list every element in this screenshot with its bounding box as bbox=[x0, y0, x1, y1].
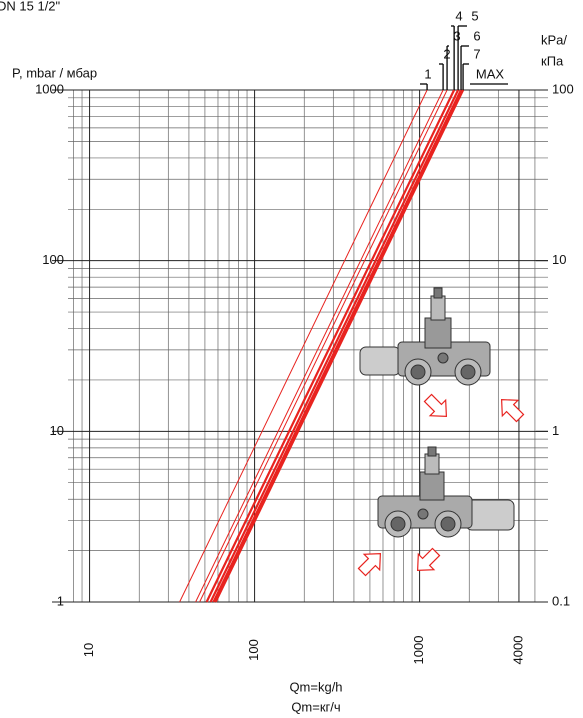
y-tick-label: 100 bbox=[42, 252, 64, 267]
y-tick-label: 1000 bbox=[35, 81, 64, 96]
x-tick-label: 1000 bbox=[411, 636, 426, 665]
x-tick-label: 10 bbox=[81, 643, 96, 657]
chart-title: DN 15 1/2" bbox=[0, 0, 61, 13]
y2-tick-label: 10 bbox=[552, 252, 566, 267]
y-axis-label: P, mbar / мбар bbox=[12, 65, 97, 80]
series-label: 4 bbox=[455, 8, 462, 23]
valve-bottom bbox=[378, 447, 514, 537]
y-tick-label: 1 bbox=[57, 593, 64, 608]
x-tick-label: 4000 bbox=[510, 636, 525, 665]
y2-axis-label: кПа bbox=[541, 53, 564, 68]
chart: DN 15 1/2" P, mbar / мбар kPa/ кПа Qm=kg… bbox=[0, 0, 583, 718]
plot: 1000 100 10 1 100 10 1 0.1 10 100 1000 4000 bbox=[35, 81, 574, 664]
max-label: MAX bbox=[476, 66, 505, 81]
valve-top bbox=[360, 288, 490, 385]
y2-tick-label: 1 bbox=[552, 423, 559, 438]
y-tick-label: 10 bbox=[50, 423, 64, 438]
y2-axis-label: kPa/ bbox=[541, 32, 567, 47]
x-axis-label: Qm=kg/h bbox=[289, 679, 342, 694]
x-tick-label: 100 bbox=[246, 639, 261, 661]
series-label: 6 bbox=[473, 28, 480, 43]
y2-tick-label: 100 bbox=[552, 81, 574, 96]
series-label: 5 bbox=[471, 8, 478, 23]
series-label: 1 bbox=[424, 66, 431, 81]
series-label: 7 bbox=[473, 46, 480, 61]
x-axis-label: Qm=кг/ч bbox=[291, 699, 340, 714]
y2-tick-label: 0.1 bbox=[552, 593, 570, 608]
